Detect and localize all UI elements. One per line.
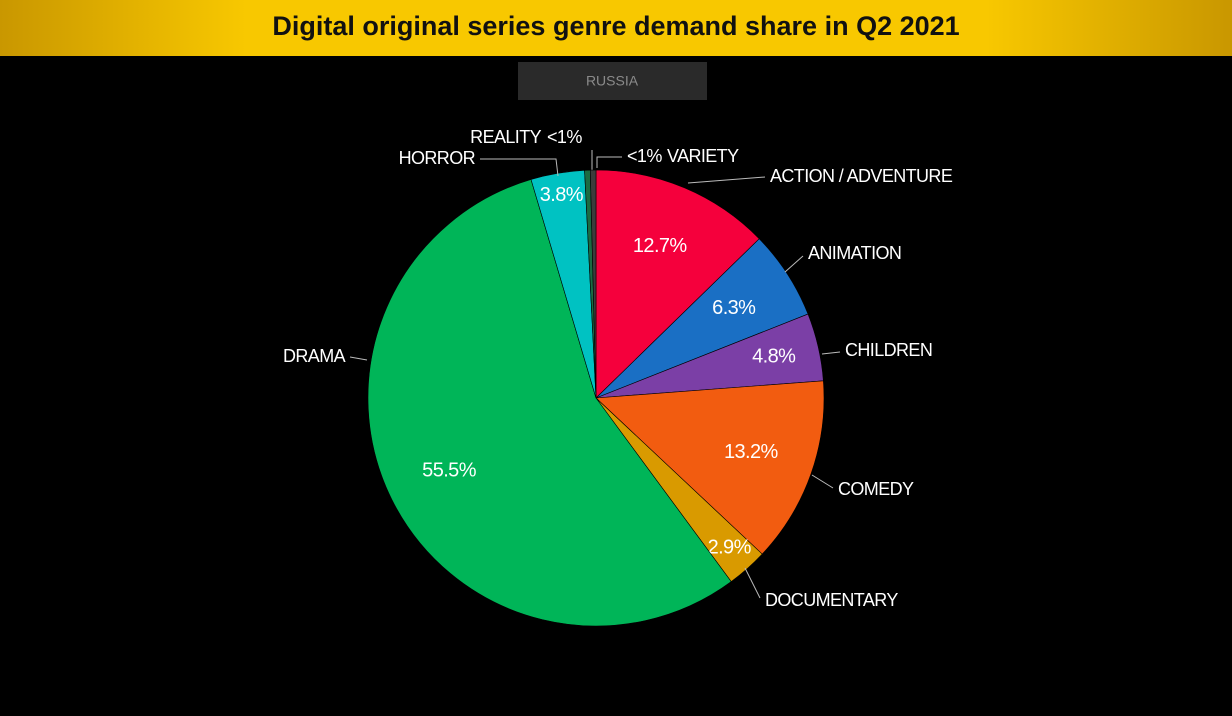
value-label: 12.7% — [633, 235, 688, 257]
chart-title: Digital original series genre demand sha… — [272, 11, 959, 41]
slice-label: DRAMA — [283, 346, 346, 366]
leader-line — [821, 351, 841, 355]
title-part: Digital original series — [272, 11, 545, 41]
value-label: <1% — [627, 146, 662, 166]
slice-label: COMEDY — [838, 479, 914, 499]
slice-label: VARIETY — [667, 146, 739, 166]
pie-slice — [589, 169, 597, 399]
leader-line — [596, 156, 622, 168]
slice-label: REALITY — [470, 127, 541, 147]
leader-line — [811, 474, 834, 489]
title-part: demand share in Q2 2021 — [634, 11, 960, 41]
value-label: 4.8% — [752, 345, 796, 367]
value-label: <1% — [547, 127, 582, 147]
pie-slice — [595, 380, 825, 555]
pie-slice — [595, 169, 760, 399]
title-part: genre — [553, 11, 627, 41]
leader-line — [744, 567, 761, 599]
slice-label: CHILDREN — [845, 340, 932, 360]
title-band — [0, 0, 1232, 56]
subtitle: RUSSIA — [586, 73, 639, 89]
leader-line — [480, 158, 559, 177]
value-label: 2.9% — [708, 536, 752, 558]
value-label: 13.2% — [724, 441, 779, 463]
leader-line — [349, 356, 368, 361]
subtitle-box — [518, 62, 707, 100]
slice-label: HORROR — [399, 148, 476, 168]
value-label: 55.5% — [422, 459, 477, 481]
leader-line — [687, 176, 766, 184]
slice-label: ACTION / ADVENTURE — [770, 166, 953, 186]
slice-label: ANIMATION — [808, 243, 901, 263]
value-label: 6.3% — [712, 297, 756, 319]
slice-label: DOCUMENTARY — [765, 590, 898, 610]
leader-line — [784, 255, 804, 273]
pie-slice — [367, 179, 732, 627]
value-label: 3.8% — [540, 184, 584, 206]
